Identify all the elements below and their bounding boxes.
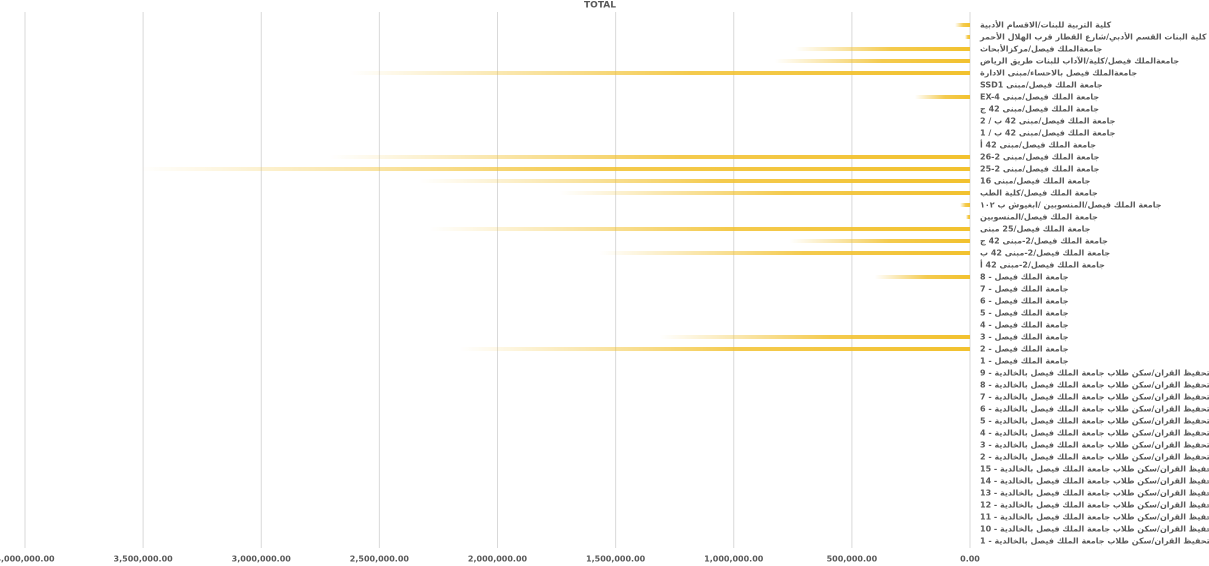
y-tick-label: جامعة الملك فيصل - 7 bbox=[980, 285, 1069, 294]
y-tick-label: جامعة الملك فيصل - 3 bbox=[980, 333, 1069, 342]
bar bbox=[774, 59, 970, 63]
y-tick-label: الجمعية الخيرية لتحفيظ القران/سكن طلاب ج… bbox=[980, 501, 1209, 510]
y-tick-label: الجمعية الخيرية لتحفيظ القران/سكن طلاب ج… bbox=[980, 429, 1209, 438]
y-tick-label: جامعة الملك فيصل/مبنى 2-26 bbox=[980, 153, 1100, 162]
x-tick-label: 2,000,000.00 bbox=[468, 555, 528, 564]
x-tick-label: 3,000,000.00 bbox=[232, 555, 292, 564]
bar bbox=[139, 167, 970, 171]
x-tick-label: 1,000,000.00 bbox=[704, 555, 764, 564]
x-tick-label: 2,500,000.00 bbox=[350, 555, 410, 564]
y-tick-label: الجمعية الخيرية لتحفيظ القران/سكن طلاب ج… bbox=[980, 417, 1209, 426]
y-tick-label: الجمعية الخيرية لتحفيظ القران/سكن طلاب ج… bbox=[980, 381, 1209, 390]
y-tick-label: الجمعية الخيرية لتحفيظ القران/سكن طلاب ج… bbox=[980, 525, 1209, 534]
y-tick-label: الجمعية الخيرية لتحفيظ القران/سكن طلاب ج… bbox=[980, 477, 1209, 486]
y-tick-label: جامعةالملك فيصل بالاحساء/مبنى الادارة bbox=[980, 69, 1137, 78]
y-tick-label: جامعة الملك فيصل - 5 bbox=[980, 309, 1069, 318]
bar bbox=[329, 155, 970, 159]
x-tick-label: 500,000.00 bbox=[827, 555, 878, 564]
bar bbox=[789, 239, 970, 243]
y-tick-label: جامعة الملك فيصل - 8 bbox=[980, 273, 1069, 282]
y-tick-label: جامعة الملك فيصل - 6 bbox=[980, 297, 1069, 306]
y-tick-label: جامعة الملك فيصل/مبنى 42 ب / 2 bbox=[980, 117, 1116, 126]
y-tick-label: كلية التربية للبنات/الاقسام الأدبية bbox=[980, 20, 1111, 30]
y-tick-label: جامعة الملك فيصل/مبنى 42 ب / 1 bbox=[980, 129, 1116, 138]
y-tick-label: جامعة الملك فيصل/مبنى 16 bbox=[980, 177, 1091, 186]
y-tick-label: الجمعية الخيرية لتحفيظ القران/سكن طلاب ج… bbox=[980, 393, 1209, 402]
y-tick-label: الجمعية الخيرية لتحفيظ القران/سكن طلاب ج… bbox=[980, 537, 1209, 546]
y-tick-label: الجمعية الخيرية لتحفيظ القران/سكن طلاب ج… bbox=[980, 405, 1209, 414]
bar bbox=[599, 251, 970, 255]
bar bbox=[874, 275, 970, 279]
y-tick-label: جامعة الملك فيصل/مبنى SSD1 bbox=[980, 81, 1103, 90]
y-tick-label: جامعة الملك فيصل/2-مبنى 42 ب bbox=[980, 249, 1110, 258]
bar bbox=[794, 47, 970, 51]
bar bbox=[960, 203, 970, 207]
y-tick-label: الجمعية الخيرية لتحفيظ القران/سكن طلاب ج… bbox=[980, 441, 1209, 450]
bar bbox=[659, 335, 970, 339]
y-tick-label: جامعةالملك فيصل/مركزالأبحاث bbox=[980, 44, 1102, 54]
x-tick-label: 4,000,000.00 bbox=[0, 555, 55, 564]
x-tick-label: 3,500,000.00 bbox=[114, 555, 174, 564]
y-tick-label: الجمعية الخيرية لتحفيظ القران/سكن طلاب ج… bbox=[980, 513, 1209, 522]
bar bbox=[965, 35, 970, 39]
y-tick-label: جامعة الملك فيصل/مبنى 2-25 bbox=[980, 165, 1100, 174]
y-tick-label: الجمعية الخيرية لتحفيظ القران/سكن طلاب ج… bbox=[980, 465, 1209, 474]
y-tick-label: جامعة الملك فيصل - 2 bbox=[980, 345, 1069, 354]
y-tick-label: جامعة الملك فيصل - 4 bbox=[980, 321, 1069, 330]
y-tick-label: الجمعية الخيرية لتحفيظ القران/سكن طلاب ج… bbox=[980, 453, 1209, 462]
y-tick-label: جامعة الملك فيصل/2-مبنى 42 ج bbox=[980, 237, 1108, 246]
bar bbox=[914, 95, 970, 99]
x-tick-label: 1,500,000.00 bbox=[586, 555, 646, 564]
bar bbox=[955, 23, 970, 27]
y-tick-label: الجمعية الخيرية لتحفيظ القران/سكن طلاب ج… bbox=[980, 369, 1209, 378]
y-tick-label: جامعةالملك فيصل/كلية/الآداب للبنات طريق … bbox=[980, 56, 1179, 67]
y-tick-label: جامعة الملك فيصل/المنسوبين /ابغيوش ب ١٠٢ bbox=[980, 201, 1162, 211]
y-tick-label: جامعة الملك فيصل/25 مبنى bbox=[980, 225, 1091, 234]
x-tick-label: 0.00 bbox=[960, 555, 980, 564]
bar bbox=[965, 215, 970, 219]
bar bbox=[559, 191, 970, 195]
y-tick-label: جامعة الملك فيصل/مبنى 42 أ bbox=[980, 140, 1096, 150]
bar bbox=[419, 179, 970, 183]
y-tick-label: جامعة الملك فيصل/مبنى EX-4 bbox=[980, 93, 1099, 102]
y-tick-label: جامعة الملك فيصل - 1 bbox=[980, 357, 1069, 366]
y-tick-label: جامعة الملك فيصل/كلية الطب bbox=[980, 189, 1098, 198]
bar bbox=[429, 227, 971, 231]
y-tick-label: جامعة الملك فيصل/2-مبنى 42 أ bbox=[980, 260, 1105, 270]
y-tick-label: الجمعية الخيرية لتحفيظ القران/سكن طلاب ج… bbox=[980, 489, 1209, 498]
bar bbox=[349, 71, 971, 75]
bar bbox=[459, 347, 970, 351]
chart-title: TOTAL bbox=[584, 1, 616, 11]
y-tick-label: جامعة الملك فيصل/مبنى 42 ج bbox=[980, 105, 1099, 114]
y-tick-label: كلية البنات القسم الأدبي/شارع القطار قرب… bbox=[979, 32, 1207, 42]
y-tick-label: جامعة الملك فيصل/المنسوبين bbox=[980, 213, 1098, 222]
